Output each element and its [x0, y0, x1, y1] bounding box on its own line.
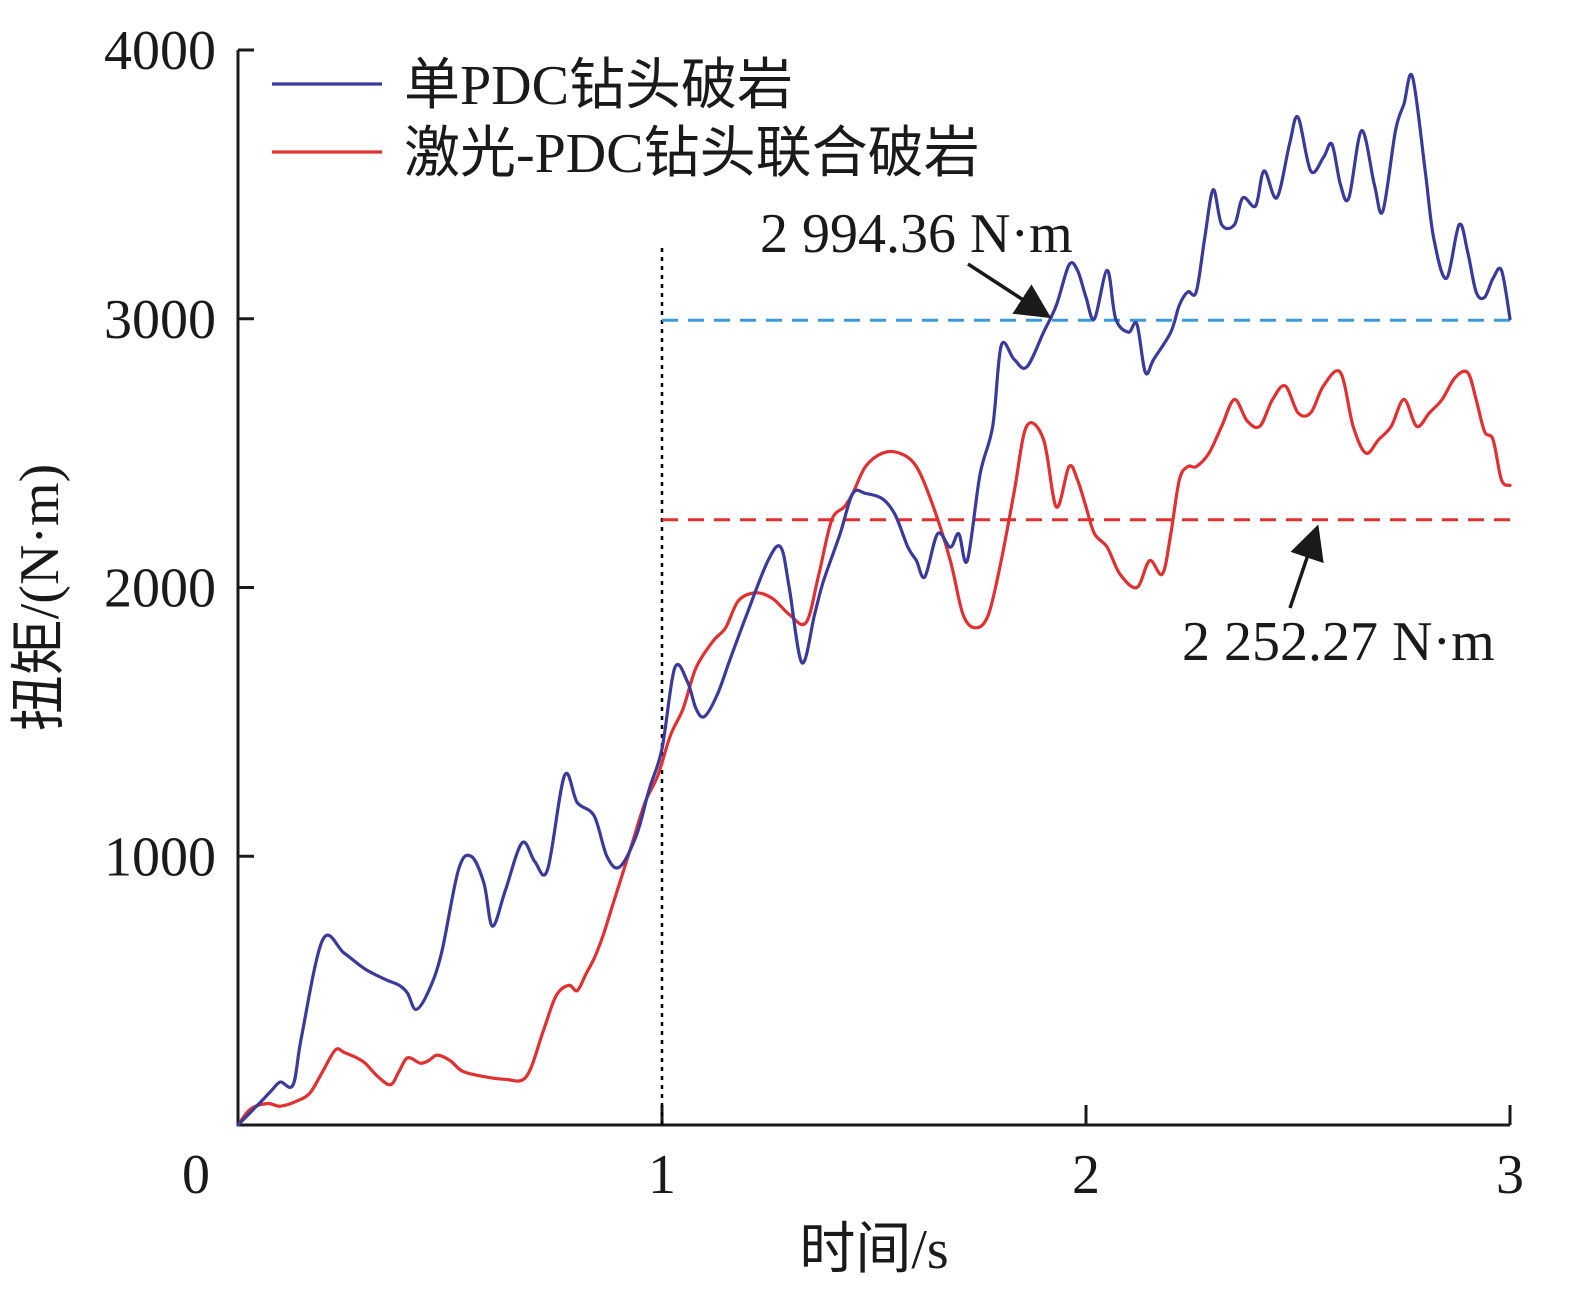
- annotation-arrow-2: [1288, 524, 1324, 609]
- y-tick-label: 1000: [104, 826, 216, 888]
- legend-label-1: 单PDC钻头破岩: [404, 55, 793, 117]
- y-tick-label: 3000: [104, 289, 216, 351]
- annotation-arrow-1: [967, 262, 1052, 319]
- x-tick-label: 2: [1072, 1144, 1100, 1206]
- series-lines: [236, 72, 1512, 1127]
- series-line-2: [236, 369, 1512, 1127]
- origin-label: 0: [182, 1144, 210, 1206]
- x-axis-title: 时间/s: [799, 1219, 948, 1281]
- series-line-1: [236, 72, 1512, 1127]
- y-axis-title: 扭矩/(N·m): [9, 464, 71, 732]
- annotation-label-2: 2 252.27 N·m: [1182, 611, 1495, 673]
- x-tick-label: 1: [648, 1144, 676, 1206]
- y-tick-label: 2000: [104, 558, 216, 620]
- reference-lines: [662, 318, 1510, 522]
- legend-label-2: 激光-PDC钻头联合破岩: [404, 123, 980, 185]
- y-tick-label: 4000: [104, 20, 216, 82]
- x-tick-label: 3: [1496, 1144, 1524, 1206]
- annotation-label-1: 2 994.36 N·m: [760, 203, 1073, 265]
- annotations: 2 994.36 N·m 2 252.27 N·m: [760, 203, 1495, 673]
- axes: 1000 2000 3000 4000 1 2 3 0 时间/s 扭矩/(N·m): [9, 20, 1524, 1281]
